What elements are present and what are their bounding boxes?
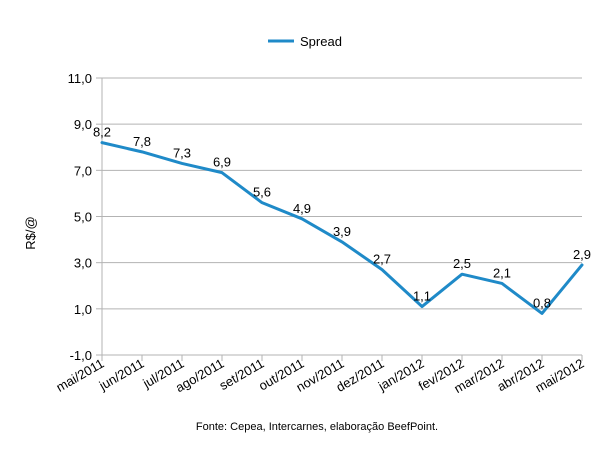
data-label: 2,5 <box>453 256 471 271</box>
legend: Spread <box>268 34 342 49</box>
y-axis-title: R$/@ <box>23 216 38 249</box>
series-lines <box>100 141 584 315</box>
gridlines <box>102 77 582 356</box>
data-label: 7,8 <box>133 134 151 149</box>
legend-label-spread: Spread <box>300 34 342 49</box>
axes <box>96 77 583 361</box>
x-tick-label: jan/2012 <box>375 356 427 394</box>
y-tick-label: -1,0 <box>70 348 92 363</box>
data-label: 8,2 <box>93 125 111 140</box>
data-label: 4,9 <box>293 201 311 216</box>
y-tick-label: 3,0 <box>74 256 92 271</box>
data-label: 7,3 <box>173 145 191 160</box>
data-label: 2,7 <box>373 252 391 267</box>
data-label: 2,1 <box>493 265 511 280</box>
y-tick-label: 5,0 <box>74 210 92 225</box>
data-labels: 8,2 7,8 7,3 6,9 5,6 4,9 3,9 2,7 1,1 2,5 2,1 0,8 2,9 <box>93 125 591 311</box>
data-label: 1,1 <box>413 289 431 304</box>
y-tick-label: 9,0 <box>74 117 92 132</box>
x-tick-label: jun/2011 <box>96 356 147 394</box>
y-tick-label: 11,0 <box>68 71 92 86</box>
data-label: 2,9 <box>573 247 591 262</box>
data-label: 3,9 <box>333 224 351 239</box>
y-tick-label: 1,0 <box>74 302 92 317</box>
y-tick-labels: -1,0 1,0 3,0 5,0 7,0 9,0 11,0 <box>68 71 92 363</box>
data-label: 5,6 <box>253 185 271 200</box>
source-note: Fonte: Cepea, Intercarnes, elaboração Be… <box>196 421 438 433</box>
y-tick-label: 7,0 <box>74 163 92 178</box>
data-label: 6,9 <box>213 155 231 170</box>
data-label: 0,8 <box>533 295 551 310</box>
series-line-spread <box>100 141 584 315</box>
x-tick-labels: mai/2011jun/2011jul/2011ago/2011set/2011… <box>54 356 587 396</box>
